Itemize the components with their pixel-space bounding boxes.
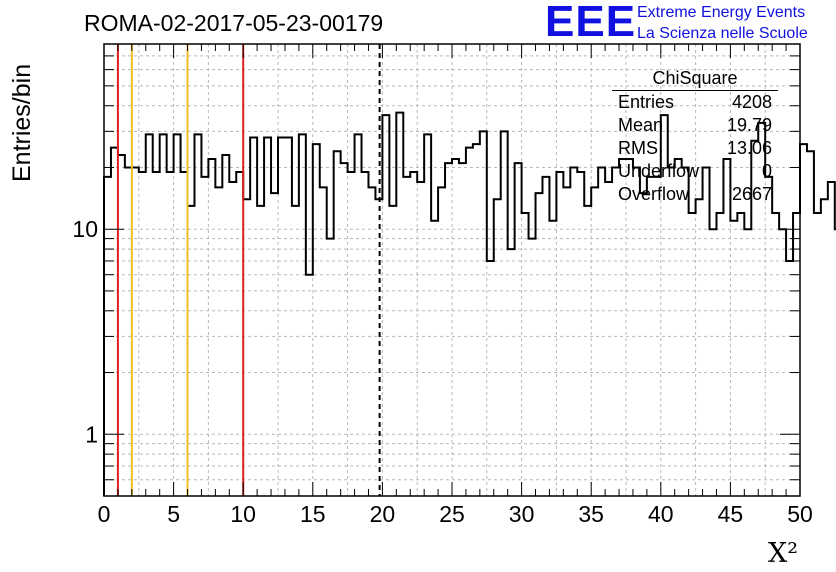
x-tick-label: 25	[439, 501, 465, 527]
stats-key: Entries	[618, 92, 675, 112]
stats-key: Overflow	[618, 184, 690, 204]
eee-logo: EEE Extreme Energy Events La Scienza nel…	[545, 0, 835, 46]
x-axis-label: X²	[768, 538, 799, 569]
x-tick-label: 20	[370, 501, 396, 527]
x-tick-label: 45	[718, 501, 744, 527]
stats-value: 2667	[731, 184, 772, 204]
x-tick-label: 30	[509, 501, 535, 527]
stats-row-overflow: Overflow 2667	[618, 184, 772, 206]
stats-row-mean: Mean 19.79	[618, 115, 772, 137]
stats-value: 19.79	[726, 115, 772, 135]
stats-key: Mean	[618, 115, 664, 135]
stats-key: Underflow	[618, 161, 700, 181]
logo-line-1: Extreme Energy Events	[637, 4, 806, 21]
stats-value: 4208	[731, 92, 772, 112]
x-tick-label: 15	[300, 501, 326, 527]
stats-key: RMS	[618, 138, 658, 158]
logo-line-2: La Scienza nelle Scuole	[637, 25, 808, 42]
x-tick-label: 35	[578, 501, 604, 527]
x-tick-label: 50	[787, 501, 813, 527]
x-tick-label: 0	[98, 501, 111, 527]
stats-title: ChiSquare	[652, 68, 738, 88]
stats-divider	[612, 90, 778, 91]
y-tick-label: 10	[72, 216, 98, 242]
logo-mark: EEE	[545, 0, 637, 46]
stats-row-underflow: Underflow 0	[618, 161, 772, 183]
stats-row-rms: RMS 13.06	[618, 138, 772, 160]
stats-value: 13.06	[726, 138, 772, 158]
x-tick-label: 10	[230, 501, 256, 527]
stats-row-entries: Entries 4208	[618, 92, 772, 114]
stats-value: 0	[761, 161, 772, 181]
y-axis-label-text: Entries/bin	[8, 63, 36, 182]
histogram-series	[103, 111, 836, 496]
x-tick-label: 40	[648, 501, 674, 527]
x-tick-label: 5	[167, 501, 180, 527]
stats-box: ChiSquare Entries 4208 Mean 19.79 RMS 13…	[612, 64, 778, 206]
chart-title: ROMA-02-2017-05-23-00179	[84, 10, 384, 36]
y-tick-label: 1	[85, 421, 98, 447]
